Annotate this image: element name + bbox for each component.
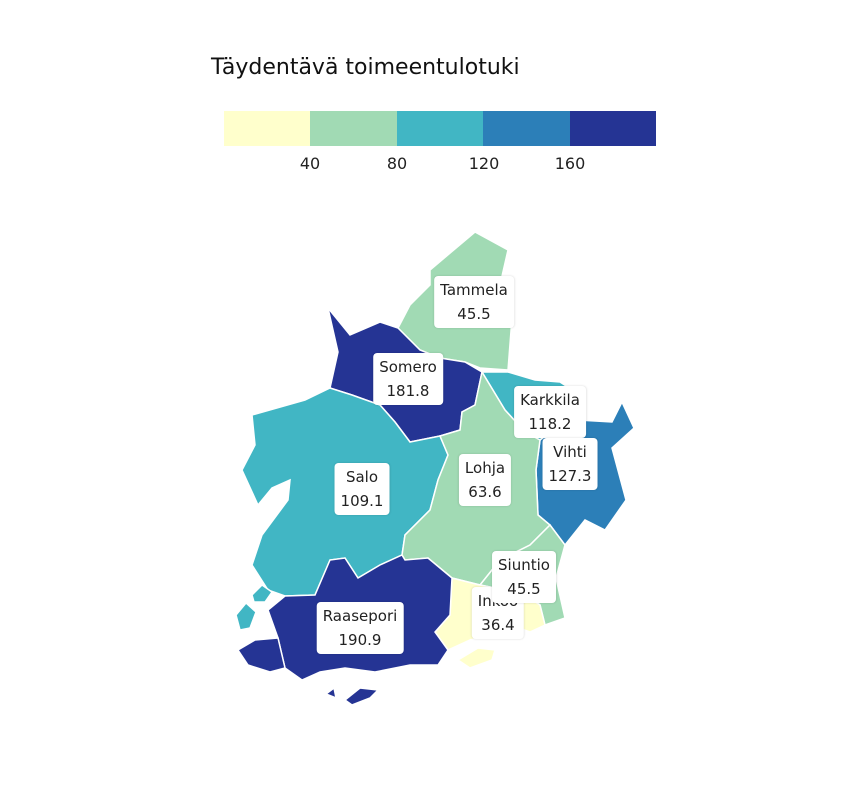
label-vihti-name: Vihti — [553, 443, 587, 461]
label-karkkila: Karkkila 118.2 — [514, 386, 586, 438]
label-salo-value: 109.1 — [340, 492, 384, 510]
legend-swatch-5 — [569, 111, 657, 146]
label-salo: Salo 109.1 — [334, 463, 390, 515]
label-somero-name: Somero — [379, 358, 437, 376]
label-lohja-name: Lohja — [464, 459, 506, 477]
legend-swatch-2 — [310, 111, 397, 146]
label-somero-value: 181.8 — [386, 382, 430, 400]
legend-tick-40: 40 — [299, 154, 321, 173]
region-inkoo-island[interactable] — [456, 647, 496, 669]
region-raasepori-island[interactable] — [343, 687, 380, 706]
label-siuntio-name: Siuntio — [498, 556, 550, 574]
legend-swatch-3 — [396, 111, 484, 146]
label-tammela-name: Tammela — [440, 281, 508, 299]
region-raasepori-islet[interactable] — [324, 686, 338, 700]
label-siuntio: Siuntio 45.5 — [492, 551, 556, 603]
label-raasepori-value: 190.9 — [338, 631, 382, 649]
label-karkkila-name: Karkkila — [520, 391, 580, 409]
legend-tick-120: 120 — [468, 154, 500, 173]
label-vihti: Vihti 127.3 — [542, 438, 598, 490]
region-raasepori-coast[interactable] — [236, 637, 286, 673]
label-somero: Somero 181.8 — [373, 353, 443, 405]
region-salo-island[interactable] — [251, 584, 274, 603]
legend-swatch-1 — [224, 111, 311, 146]
label-raasepori-name: Raasepori — [322, 607, 398, 625]
label-vihti-value: 127.3 — [548, 467, 592, 485]
label-tammela-value: 45.5 — [457, 305, 491, 323]
legend-tick-160: 160 — [554, 154, 586, 173]
label-salo-name: Salo — [345, 468, 379, 486]
legend-swatch-4 — [483, 111, 570, 146]
legend-tick-80: 80 — [386, 154, 408, 173]
color-legend — [224, 111, 657, 146]
label-inkoo-value: 36.4 — [481, 616, 515, 634]
region-salo-island-2[interactable] — [235, 601, 257, 631]
legend-title: Täydentävä toimeentulotuki — [211, 55, 520, 80]
label-lohja-value: 63.6 — [468, 483, 502, 501]
label-karkkila-value: 118.2 — [528, 415, 572, 433]
label-raasepori: Raasepori 190.9 — [316, 602, 404, 654]
label-tammela: Tammela 45.5 — [434, 276, 514, 328]
label-siuntio-value: 45.5 — [507, 580, 541, 598]
label-lohja: Lohja 63.6 — [458, 454, 512, 506]
